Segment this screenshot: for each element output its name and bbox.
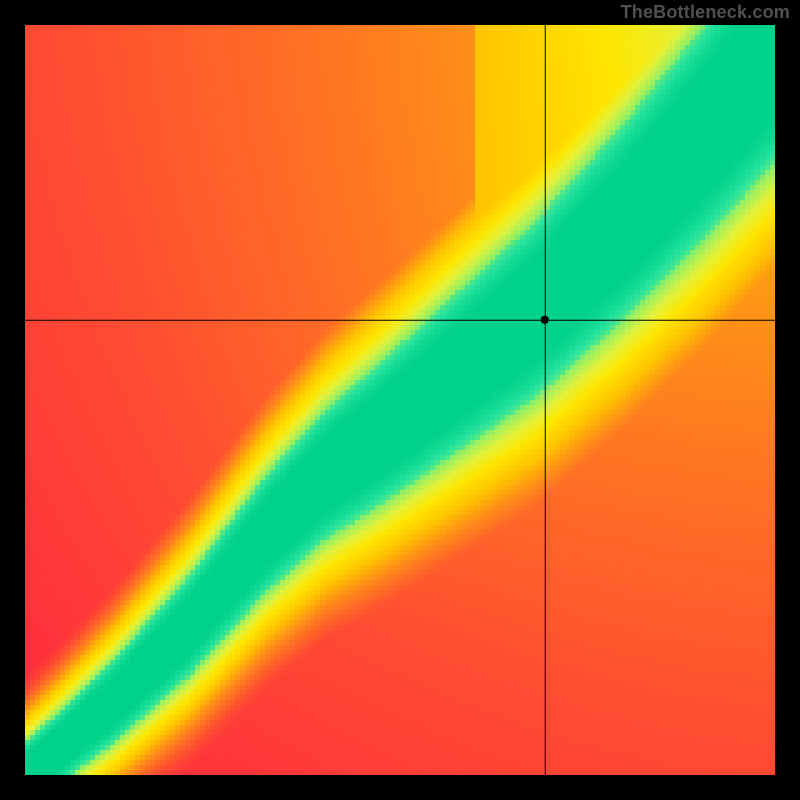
- attribution-label: TheBottleneck.com: [621, 2, 790, 23]
- bottleneck-heatmap: [0, 0, 800, 800]
